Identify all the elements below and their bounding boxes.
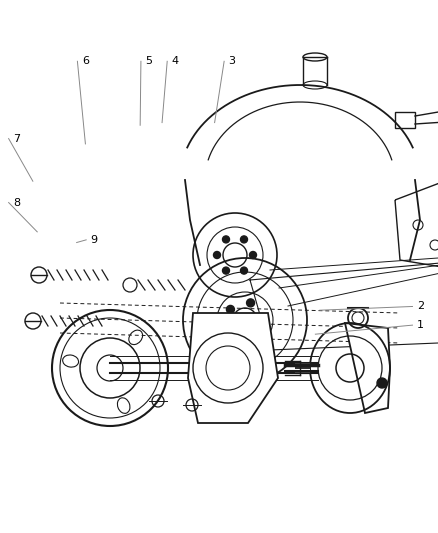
Text: 7: 7 [13, 134, 20, 143]
Circle shape [240, 236, 247, 243]
Circle shape [240, 267, 247, 274]
Text: 9: 9 [91, 235, 98, 245]
Text: 4: 4 [172, 56, 179, 66]
Text: 5: 5 [145, 56, 152, 66]
Polygon shape [345, 323, 390, 413]
Circle shape [223, 267, 230, 274]
Circle shape [193, 333, 263, 403]
Circle shape [247, 299, 254, 307]
Circle shape [250, 252, 257, 259]
Circle shape [226, 305, 234, 313]
Circle shape [226, 327, 234, 335]
Polygon shape [188, 313, 278, 423]
Text: 1: 1 [417, 320, 424, 330]
Text: 2: 2 [417, 302, 424, 311]
Circle shape [377, 378, 387, 388]
Circle shape [247, 333, 254, 341]
Circle shape [213, 252, 220, 259]
Text: 3: 3 [229, 56, 236, 66]
Circle shape [223, 236, 230, 243]
Circle shape [259, 316, 267, 324]
Text: 8: 8 [13, 198, 20, 207]
Text: 6: 6 [82, 56, 89, 66]
